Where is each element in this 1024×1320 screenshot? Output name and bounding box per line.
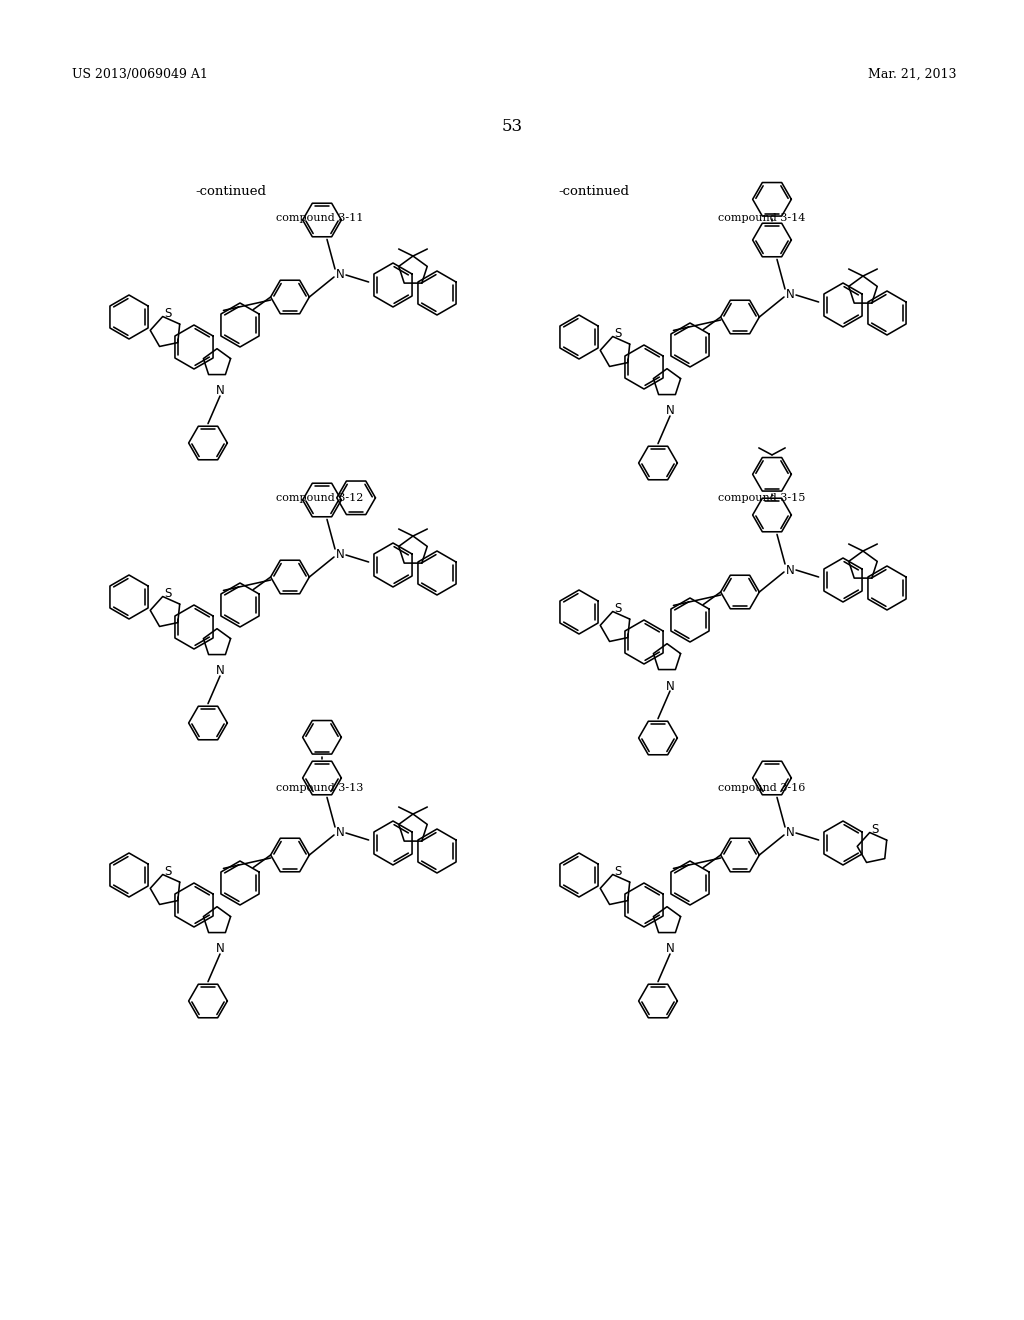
Text: N: N xyxy=(785,826,795,840)
Text: N: N xyxy=(785,564,795,577)
Text: compound 3-11: compound 3-11 xyxy=(276,213,364,223)
Text: Mar. 21, 2013: Mar. 21, 2013 xyxy=(868,69,956,81)
Text: N: N xyxy=(785,289,795,301)
Text: -continued: -continued xyxy=(195,185,266,198)
Text: US 2013/0069049 A1: US 2013/0069049 A1 xyxy=(72,69,208,81)
Text: compound 3-15: compound 3-15 xyxy=(718,492,806,503)
Text: S: S xyxy=(165,865,172,878)
Text: N: N xyxy=(336,826,344,840)
Text: S: S xyxy=(614,865,622,878)
Text: compound 3-12: compound 3-12 xyxy=(276,492,364,503)
Text: N: N xyxy=(216,664,224,677)
Text: S: S xyxy=(614,602,622,615)
Text: S: S xyxy=(871,822,879,836)
Text: N: N xyxy=(666,404,675,417)
Text: S: S xyxy=(165,306,172,319)
Text: compound 3-13: compound 3-13 xyxy=(276,783,364,793)
Text: compound 3-16: compound 3-16 xyxy=(718,783,806,793)
Text: N: N xyxy=(666,942,675,956)
Text: 53: 53 xyxy=(502,117,522,135)
Text: S: S xyxy=(165,587,172,599)
Text: S: S xyxy=(614,327,622,339)
Text: N: N xyxy=(336,549,344,561)
Text: compound 3-14: compound 3-14 xyxy=(718,213,806,223)
Text: N: N xyxy=(336,268,344,281)
Text: N: N xyxy=(666,680,675,693)
Text: N: N xyxy=(216,384,224,397)
Text: N: N xyxy=(216,942,224,956)
Text: -continued: -continued xyxy=(558,185,629,198)
